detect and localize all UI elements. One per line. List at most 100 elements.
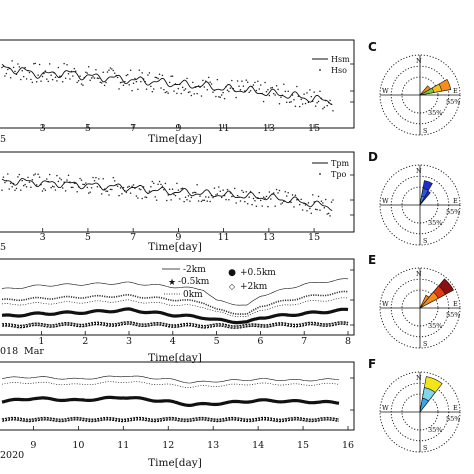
obs-point (161, 74, 164, 77)
obs-point (160, 183, 162, 186)
rose-ring-label: 35% (428, 219, 442, 227)
obs-point (176, 92, 178, 95)
obs-point (66, 179, 68, 181)
obs-point (316, 102, 318, 104)
obs-point (22, 75, 25, 78)
obs-point (147, 74, 149, 76)
panel-3-frame (0, 258, 355, 336)
obs-point (202, 199, 204, 202)
obs-point (261, 205, 263, 207)
obs-point (268, 94, 271, 97)
rose-direction-label: W (382, 300, 389, 308)
obs-point (285, 101, 288, 104)
obs-point (218, 186, 220, 188)
panel-3-legend: -2km ★ -0.5km 0km ● +0.5km ◇ +2km (162, 265, 276, 300)
obs-point (294, 105, 297, 107)
obs-point (264, 197, 266, 200)
rose-direction-label: N (416, 374, 422, 382)
obs-point (244, 200, 246, 203)
obs-point (216, 78, 219, 81)
obs-point (190, 196, 193, 199)
obs-point (252, 197, 255, 200)
obs-point (41, 75, 44, 78)
obs-point (319, 209, 321, 211)
obs-point (275, 85, 278, 87)
x-tick-label: 11 (218, 123, 230, 134)
obs-point (181, 86, 184, 89)
obs-point (300, 198, 302, 201)
obs-point (135, 80, 138, 83)
obs-point (235, 96, 237, 99)
obs-point (293, 99, 295, 101)
obs-point (262, 196, 265, 198)
obs-point (303, 93, 305, 95)
obs-point (157, 77, 159, 80)
obs-point (122, 84, 125, 87)
obs-point (18, 66, 21, 68)
obs-point (239, 88, 242, 91)
obs-point (119, 81, 122, 84)
obs-point (180, 92, 182, 95)
x-tick-label: 5 (85, 123, 91, 134)
obs-point (64, 77, 67, 79)
obs-point (233, 187, 236, 190)
obs-point (330, 201, 333, 203)
panel-4-frame (0, 361, 355, 431)
model-line (1, 63, 333, 106)
rose-ring-label: 55% (446, 98, 460, 106)
obs-point (220, 94, 223, 96)
obs-point (275, 188, 278, 191)
obs-point (38, 176, 41, 178)
obs-point (96, 77, 99, 79)
obs-point (177, 87, 180, 90)
obs-point (43, 72, 45, 75)
obs-point (203, 199, 206, 202)
rose-direction-label: S (423, 237, 427, 245)
x-tick-label: 8 (345, 336, 351, 347)
series-line-highlight (1, 418, 340, 421)
obs-point (316, 208, 318, 211)
legend-tpm: Tpm (331, 159, 349, 168)
x-tick-label: 11 (117, 440, 129, 451)
obs-point (108, 69, 110, 71)
obs-point (37, 173, 39, 176)
obs-point (257, 80, 259, 82)
obs-point (98, 77, 100, 80)
obs-point (54, 76, 57, 78)
obs-point (229, 87, 232, 89)
obs-point (298, 203, 301, 206)
x-tick-label: 12 (162, 440, 174, 451)
obs-point (160, 87, 162, 89)
obs-point (116, 185, 119, 187)
legend-plus2km: +2km (240, 282, 268, 292)
obs-point (179, 198, 181, 200)
obs-point (138, 188, 141, 190)
obs-point (248, 196, 250, 198)
obs-point (278, 189, 281, 192)
rose-direction-label: N (416, 167, 422, 175)
obs-point (106, 71, 109, 73)
x-tick-label: 6 (257, 336, 263, 347)
panel-1-xlabel: Time[day] (148, 133, 202, 145)
x-tick-label: 9 (30, 440, 36, 451)
obs-point (329, 215, 331, 217)
obs-point (270, 198, 272, 200)
obs-point (304, 102, 307, 105)
obs-point (189, 91, 191, 93)
x-tick-label: 2 (82, 336, 88, 347)
obs-point (138, 69, 141, 71)
obs-point (228, 90, 230, 93)
obs-point (111, 68, 113, 70)
obs-point (89, 79, 91, 82)
obs-point (161, 185, 164, 188)
panel-1: 3 5 7 9 11 13 15 Time[day] 5 Hsm Hso (0, 39, 355, 145)
obs-point (307, 202, 310, 204)
obs-point (150, 85, 152, 88)
obs-point (144, 196, 146, 198)
obs-point (272, 192, 275, 194)
obs-point (322, 202, 324, 204)
rose-direction-label: N (416, 270, 422, 278)
obs-point (150, 186, 152, 188)
obs-point (255, 89, 258, 92)
obs-point (173, 90, 175, 92)
